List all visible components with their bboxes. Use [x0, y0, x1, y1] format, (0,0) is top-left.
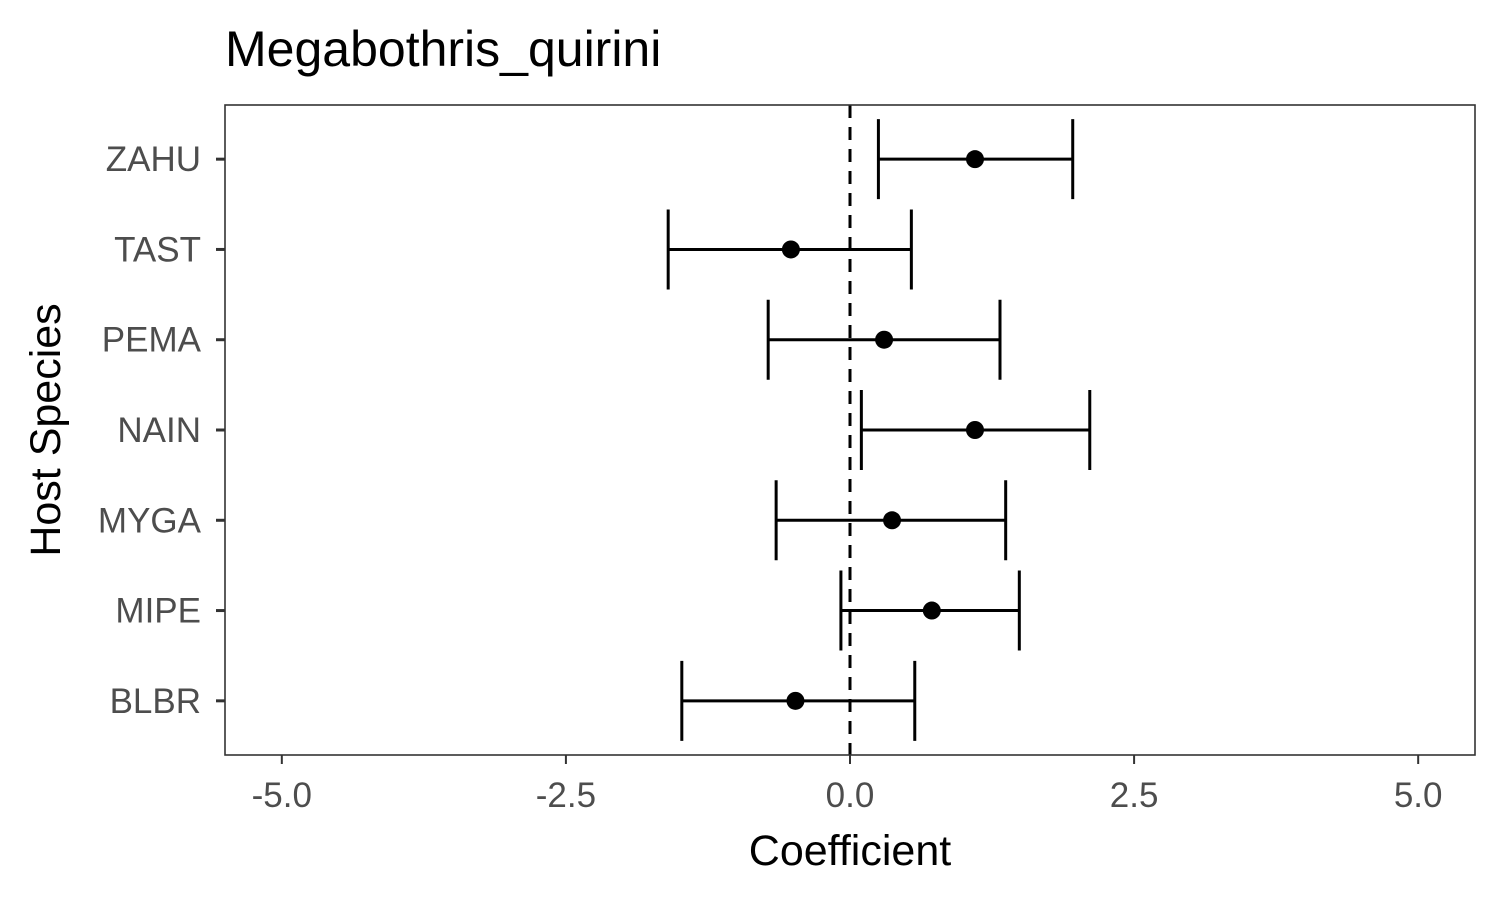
errorbar-pema: [766, 299, 1002, 380]
x-tick-label: -2.5: [536, 776, 596, 815]
estimate-point: [966, 150, 984, 169]
estimate-point: [786, 691, 805, 710]
marks-layer: [666, 119, 1092, 741]
x-tick-label: -5.0: [252, 776, 312, 815]
y-tick-label-myga: MYGA: [98, 501, 202, 540]
y-axis-title: Host Species: [22, 303, 70, 556]
errorbar-tast: [666, 209, 913, 290]
errorbar-mipe: [839, 570, 1021, 651]
estimate-point: [966, 421, 984, 439]
x-tick-label: 2.5: [1110, 776, 1159, 815]
estimate-point: [883, 511, 902, 530]
y-tick-label-nain: NAIN: [117, 411, 201, 450]
x-tick-label: 5.0: [1394, 776, 1443, 815]
estimate-point: [781, 240, 800, 259]
errorbar-nain: [859, 390, 1092, 470]
errorbar-blbr: [680, 660, 917, 741]
chart-title: Megabothris_quirini: [225, 21, 661, 77]
errorbar-myga: [774, 480, 1008, 561]
ticks-layer: -5.0 -2.5 0.0 2.5 5.0 BLBR MIPE MYGA NAIN PEMA TAS…: [98, 140, 1443, 815]
x-tick-label: 0.0: [826, 776, 875, 815]
y-tick-label-blbr: BLBR: [110, 682, 201, 721]
errorbar-zahu: [876, 119, 1075, 200]
estimate-point: [875, 330, 894, 349]
panel-border: [224, 104, 1476, 756]
y-tick-label-zahu: ZAHU: [106, 140, 201, 179]
estimate-point: [922, 601, 941, 620]
y-tick-label-tast: TAST: [114, 230, 201, 269]
y-tick-label-pema: PEMA: [102, 321, 202, 360]
x-axis-title: Coefficient: [749, 827, 951, 875]
y-tick-label-mipe: MIPE: [115, 592, 201, 631]
